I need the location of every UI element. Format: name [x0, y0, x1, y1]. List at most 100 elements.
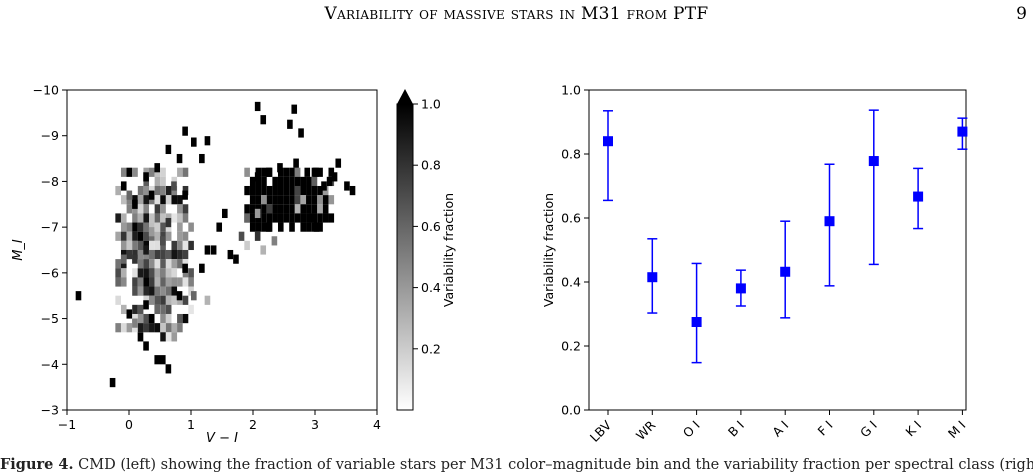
- var-x-tick-label: M I: [945, 418, 969, 442]
- heatmap-cell: [289, 195, 295, 205]
- heatmap-cell: [171, 295, 178, 305]
- heatmap-cell: [294, 167, 301, 177]
- heatmap-cell: [115, 268, 121, 278]
- heatmap-cell: [132, 268, 138, 278]
- heatmap-cell: [306, 185, 312, 196]
- heatmap-cell: [165, 185, 172, 196]
- heatmap-cell: [149, 323, 155, 333]
- heatmap-cell: [261, 213, 267, 223]
- var-y-axis-label: Variability fraction: [541, 193, 556, 307]
- heatmap-cell: [171, 213, 178, 223]
- heatmap-cell: [149, 213, 155, 223]
- heatmap-cell: [249, 195, 256, 205]
- heatmap-cell: [149, 167, 155, 177]
- heatmap-cell: [322, 213, 329, 223]
- heatmap-cell: [335, 158, 342, 168]
- heatmap-cell: [277, 204, 284, 214]
- heatmap-cell: [148, 313, 155, 324]
- heatmap-cell: [188, 277, 194, 287]
- cmd-x-ticks: −1 0 1 2 3 4: [58, 410, 381, 432]
- heatmap-cell: [277, 222, 284, 232]
- heatmap-cell: [165, 144, 172, 155]
- heatmap-cell: [261, 176, 267, 187]
- heatmap-cell: [165, 295, 172, 305]
- heatmap-cell: [188, 222, 194, 232]
- heatmap-cell: [293, 158, 299, 168]
- heatmap-cell: [254, 231, 261, 241]
- cmd-x-tick-label: 2: [249, 417, 257, 432]
- heatmap-cell: [249, 213, 256, 223]
- heatmap-cell: [349, 185, 356, 196]
- heatmap-cell: [291, 104, 298, 114]
- heatmap-cell: [300, 213, 307, 223]
- heatmap-cell: [272, 185, 278, 196]
- heatmap-cell: [266, 204, 273, 214]
- heatmap-cell: [165, 304, 172, 315]
- heatmap-cell: [120, 240, 127, 251]
- heatmap-cell: [165, 332, 172, 342]
- colorbar-tick-label: 0.2: [421, 341, 441, 356]
- heatmap-cell: [132, 222, 138, 232]
- var-x-tick-label: B I: [725, 418, 747, 440]
- data-point-lbv: [603, 136, 613, 147]
- data-point-gi: [868, 156, 879, 167]
- variability-panel: 0.0 0.2 0.4 0.6 0.8 1.0 LBV WR O I B I A I F I G I K…: [541, 83, 969, 445]
- heatmap-cell: [137, 286, 144, 296]
- figure-caption-label: Figure 4.: [0, 456, 74, 473]
- heatmap-cell: [132, 286, 138, 296]
- heatmap-cell: [171, 259, 178, 269]
- heatmap-cell: [143, 222, 150, 232]
- heatmap-cell: [160, 249, 166, 260]
- heatmap-cell: [143, 277, 150, 287]
- heatmap-cell: [322, 195, 329, 205]
- heatmap-cell: [165, 277, 172, 287]
- heatmap-cell: [277, 163, 283, 173]
- heatmap-cell: [199, 263, 205, 273]
- heatmap-cell: [160, 236, 166, 246]
- heatmap-cell: [300, 204, 307, 214]
- heatmap-cell: [328, 213, 335, 223]
- heatmap-cell: [182, 167, 189, 177]
- var-x-ticks: LBV WR O I B I A I F I G I K I M I: [587, 410, 969, 445]
- colorbar-tick-label: 0.6: [421, 219, 441, 234]
- heatmap-cell: [137, 304, 144, 315]
- heatmap-cell: [160, 313, 166, 324]
- heatmap-cell: [266, 195, 273, 205]
- heatmap-cell: [283, 204, 290, 214]
- heatmap-cell: [311, 204, 318, 214]
- data-point-oi: [691, 317, 702, 327]
- heatmap-cell: [311, 195, 318, 205]
- heatmap-cell: [154, 163, 161, 173]
- heatmap-cell: [204, 295, 211, 305]
- heatmap-cell: [294, 185, 301, 196]
- heatmap-cell: [177, 204, 183, 214]
- heatmap-cell: [160, 286, 166, 296]
- heatmap-cell: [171, 332, 178, 342]
- heatmap-cell: [120, 195, 127, 205]
- heatmap-cell: [266, 185, 273, 196]
- heatmap-cell: [171, 268, 178, 278]
- heatmap-cell: [160, 304, 166, 315]
- heatmap-cell: [143, 195, 150, 205]
- cmd-x-tick-label: 4: [373, 417, 381, 432]
- heatmap-cell: [160, 213, 166, 223]
- heatmap-cell: [306, 222, 312, 232]
- heatmap-cell: [160, 332, 166, 342]
- heatmap-cell: [137, 332, 144, 342]
- heatmap-cell: [313, 222, 320, 232]
- heatmap-cell: [165, 259, 172, 269]
- heatmap-cell: [191, 291, 197, 301]
- heatmap-cell: [126, 204, 133, 214]
- heatmap-cell: [177, 249, 183, 260]
- heatmap-cell: [165, 313, 172, 324]
- heatmap-cell: [177, 195, 183, 205]
- heatmap-cell: [182, 263, 188, 273]
- heatmap-cell: [149, 249, 155, 260]
- heatmap-cell: [137, 213, 144, 223]
- heatmap-cell: [244, 204, 250, 214]
- heatmap-cell: [132, 167, 138, 177]
- heatmap-cell: [182, 204, 189, 214]
- heatmap-cell: [277, 213, 284, 223]
- heatmap-cell: [317, 195, 323, 205]
